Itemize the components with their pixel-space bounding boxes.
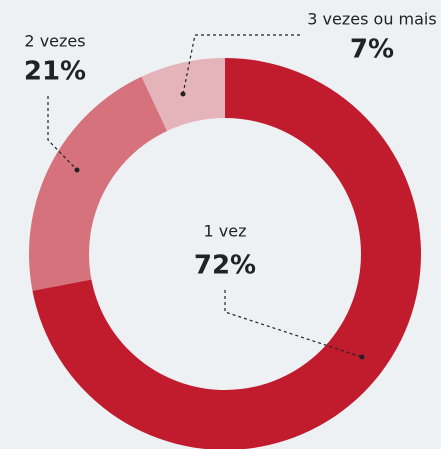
leader-line: [47, 96, 78, 171]
category-label: 2 vezes: [24, 32, 85, 51]
donut-slice: [28, 76, 168, 291]
donut-slice: [32, 58, 421, 449]
leader-dot: [359, 354, 365, 360]
category-label: 1 vez: [204, 222, 247, 241]
value-label: 72%: [194, 251, 256, 281]
value-label: 7%: [350, 35, 394, 65]
leader-line: [182, 34, 300, 95]
value-label: 21%: [24, 57, 86, 87]
leader-line: [224, 290, 363, 358]
category-label: 3 vezes ou mais: [307, 10, 436, 29]
leader-dot: [180, 91, 186, 97]
leader-dot: [74, 167, 80, 173]
